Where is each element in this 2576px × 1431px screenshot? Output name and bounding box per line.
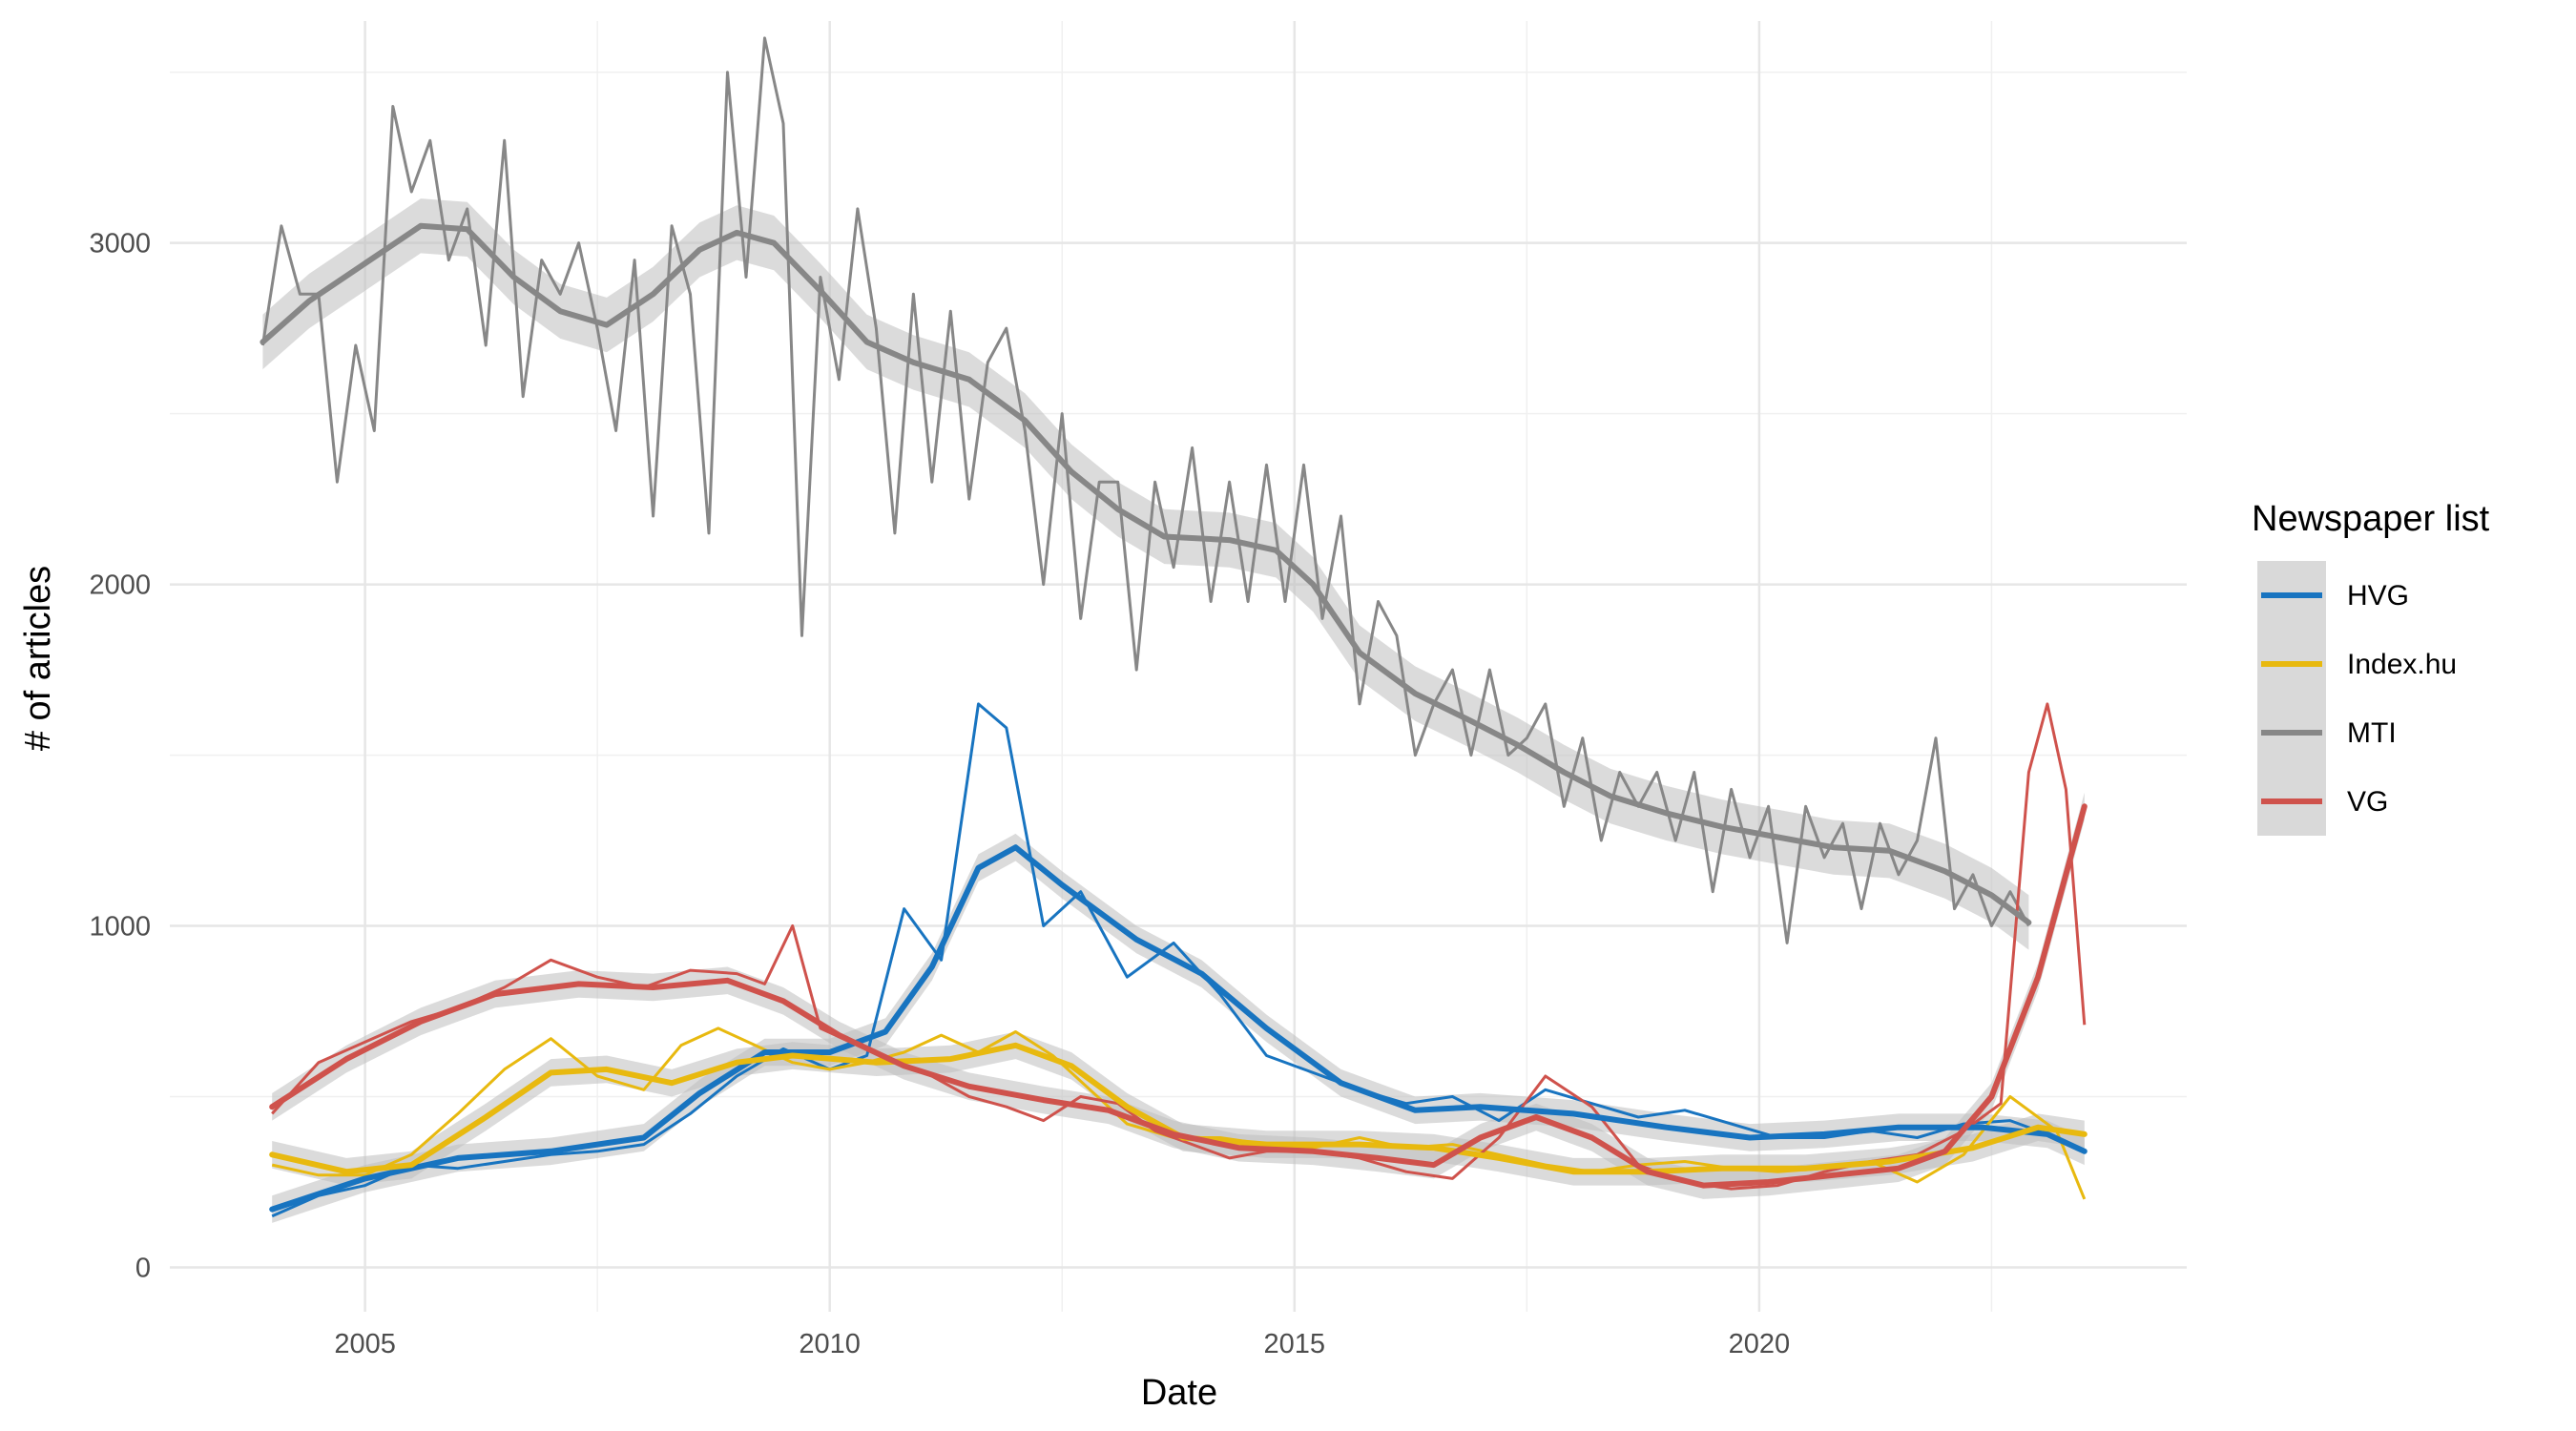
index-hu-smooth-line [269,1042,2088,1175]
legend: Newspaper list HVG Index.hu MTI VG [2252,499,2490,836]
legend-label-mti: MTI [2347,717,2397,749]
vg-smooth-line [269,803,2088,1189]
index-hu-confidence-band [272,1031,2085,1186]
hvg-smooth-line [269,844,2088,1213]
y-tick-label: 0 [135,1253,151,1283]
legend-label-vg: VG [2347,786,2388,818]
x-tick-label: 2015 [1264,1329,1326,1359]
x-tick-label: 2020 [1729,1329,1791,1359]
y-tick-label: 3000 [89,229,151,259]
y-axis-title: # of articles [18,566,58,751]
y-tick-label: 1000 [89,912,151,943]
index-hu-raw-line [271,1027,2087,1200]
x-axis-title: Date [1141,1373,1217,1413]
tick-labels: 2005 2010 2015 2020 0 1000 2000 3000 [89,229,1790,1359]
hvg-confidence-band [272,833,2085,1223]
mti-smooth-line [260,222,2032,925]
legend-label-hvg: HVG [2347,580,2409,612]
y-tick-label: 2000 [89,570,151,601]
data-lines [260,36,2088,1218]
x-tick-label: 2005 [334,1329,396,1359]
x-tick-label: 2010 [799,1329,861,1359]
legend-label-index-hu: Index.hu [2347,649,2457,680]
mti-raw-line [260,36,2030,944]
legend-title: Newspaper list [2252,499,2490,539]
